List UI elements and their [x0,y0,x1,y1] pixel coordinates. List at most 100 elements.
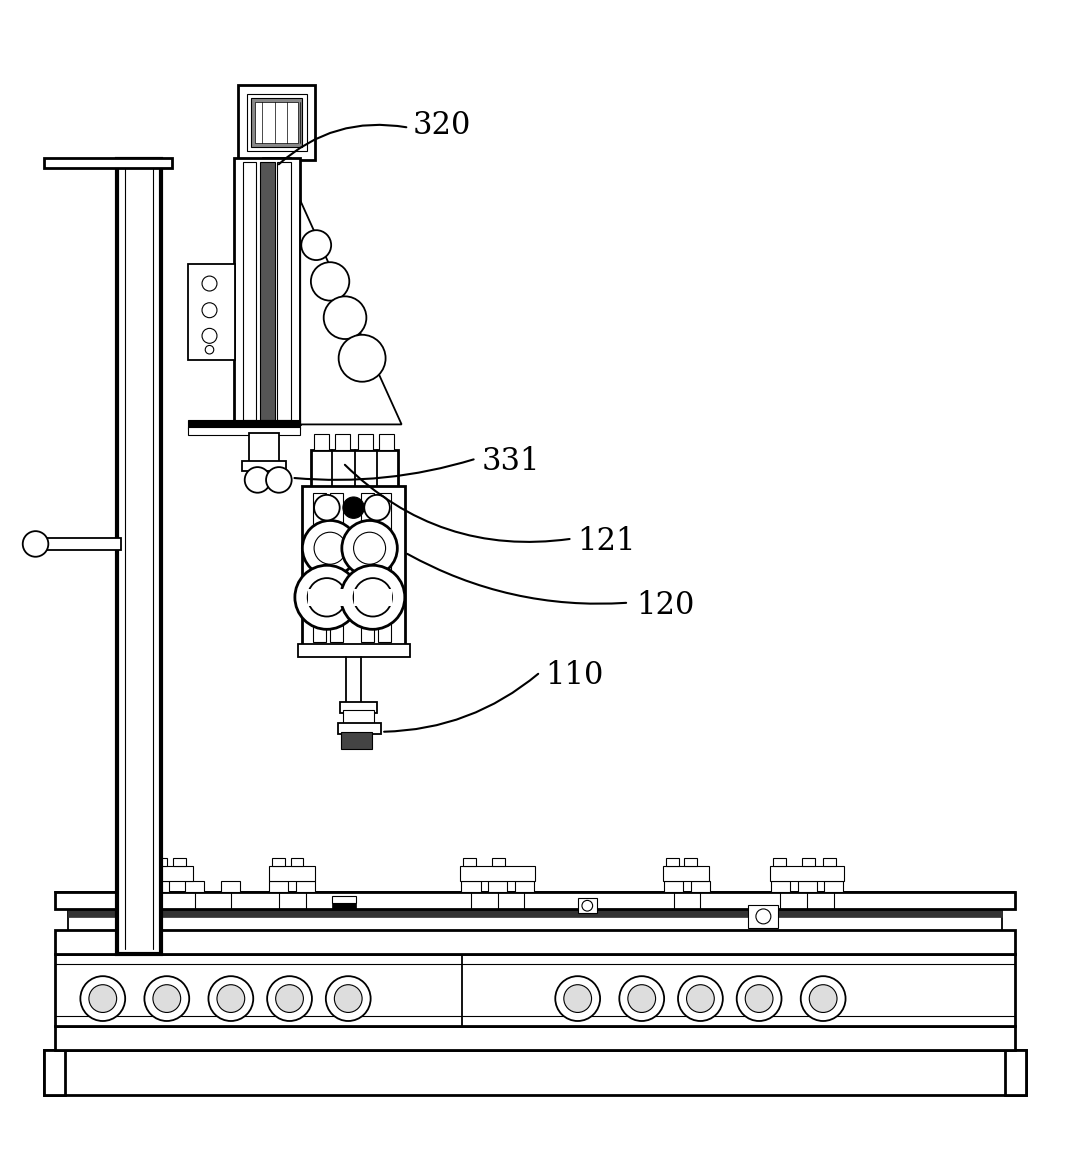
Polygon shape [44,1050,65,1094]
Text: 320: 320 [412,110,471,141]
Circle shape [341,520,397,576]
Bar [332,897,355,902]
Bar [460,866,535,881]
Circle shape [311,262,349,300]
Circle shape [268,976,312,1021]
Circle shape [628,984,656,1012]
Circle shape [202,328,217,344]
Bar [314,492,326,642]
Bar [259,187,295,194]
Bar [337,724,381,734]
Bar [251,98,303,147]
Circle shape [326,976,370,1021]
Bar [667,858,679,866]
Bar [492,858,505,866]
Circle shape [153,984,181,1012]
Bar [55,1026,1015,1050]
Circle shape [582,900,593,911]
Circle shape [205,346,214,354]
Bar [311,450,398,489]
Bar [55,931,1015,954]
Bar [242,461,287,471]
Circle shape [342,497,364,518]
Bar [663,866,709,881]
Bar [797,881,816,892]
Circle shape [338,334,385,382]
Bar [515,881,534,892]
Bar [67,909,1003,918]
Bar [154,858,167,866]
Bar [270,881,289,892]
Bar [361,492,373,642]
Bar [303,486,404,649]
Text: 110: 110 [546,659,605,691]
Bar [340,732,371,749]
Bar [173,858,186,866]
Bar [299,644,410,657]
Circle shape [266,468,292,492]
Circle shape [315,494,339,520]
Bar [150,881,169,892]
Circle shape [89,984,117,1012]
Bar [342,711,373,726]
Bar [188,427,301,435]
Bar [256,102,299,143]
Circle shape [308,579,346,616]
Bar [291,858,304,866]
Circle shape [334,984,362,1012]
Circle shape [353,579,392,616]
Bar [25,538,121,551]
Circle shape [295,566,358,629]
Bar [234,158,301,424]
Bar [823,858,836,866]
Text: 331: 331 [482,447,540,477]
Bar [265,192,289,202]
Circle shape [340,566,404,629]
Bar [330,492,342,642]
Circle shape [678,976,723,1021]
Circle shape [22,531,48,556]
Bar [335,434,350,450]
Circle shape [276,984,304,1012]
Circle shape [809,984,837,1012]
Circle shape [80,976,125,1021]
Bar [332,902,355,909]
Text: 120: 120 [637,590,694,622]
Bar [748,905,778,928]
Circle shape [620,976,664,1021]
Bar [463,858,476,866]
Bar [357,434,372,450]
Circle shape [745,984,773,1012]
Circle shape [737,976,781,1021]
Bar [67,909,1003,931]
Bar [824,881,843,892]
Bar [770,881,790,892]
Bar [44,158,172,168]
Circle shape [202,303,217,318]
Bar [270,866,316,881]
Circle shape [564,984,592,1012]
Circle shape [800,976,845,1021]
Bar [461,881,480,892]
Bar [296,881,316,892]
Circle shape [202,276,217,291]
Bar [353,589,392,606]
Polygon shape [1005,1050,1026,1094]
Circle shape [217,984,245,1012]
Bar [55,892,1015,909]
Bar [55,954,1015,1026]
Bar [379,434,394,450]
Bar [664,881,684,892]
Text: 121: 121 [578,526,637,558]
Bar [243,161,257,420]
Bar [308,589,346,606]
Bar [249,433,279,463]
Bar [315,434,330,450]
Bar [239,85,316,160]
Bar [44,1050,1026,1094]
Bar [801,858,814,866]
Bar [263,158,291,189]
Circle shape [755,909,770,924]
Bar [339,701,377,713]
Bar [685,858,698,866]
